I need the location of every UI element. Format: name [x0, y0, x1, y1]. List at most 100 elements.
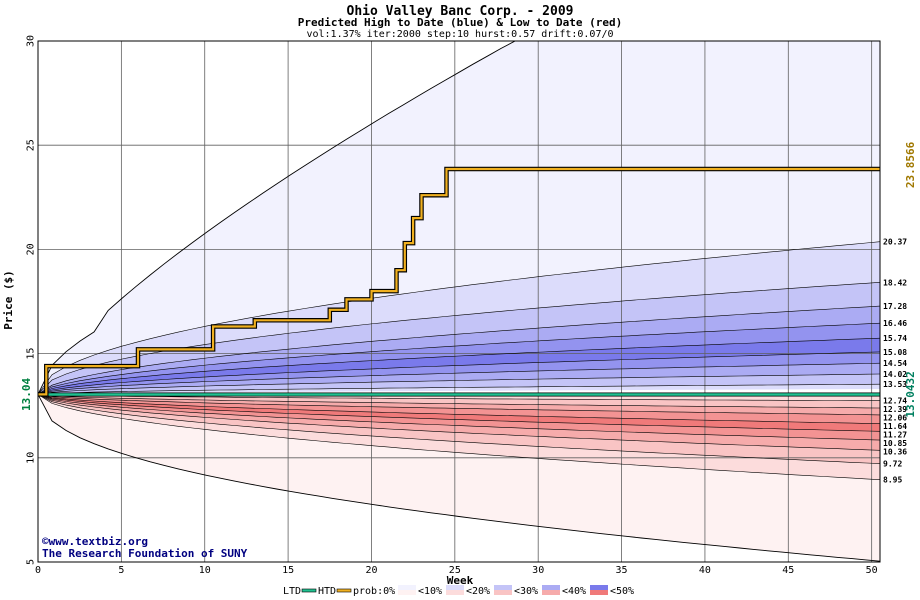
low-band-line-1	[37, 394, 881, 409]
start-price-label: 13.04	[20, 378, 33, 411]
y-tick-5: 5	[26, 559, 37, 565]
legend-item-2: <30%	[514, 586, 538, 597]
y-axis-label: Price ($)	[2, 270, 15, 330]
series-marks	[37, 40, 881, 562]
organization-credit: The Research Foundation of SUNY	[42, 547, 248, 560]
y-tick-20: 20	[26, 243, 37, 255]
end-label-16.46: 16.46	[883, 319, 907, 328]
end-label-12.74: 12.74	[883, 397, 907, 406]
end-label-10.36: 10.36	[883, 448, 907, 457]
copyright-icon: ©	[42, 535, 49, 548]
high-band-0	[38, 41, 880, 395]
low-band-line-0	[37, 394, 881, 401]
low-band-2	[38, 394, 880, 415]
end-label-17.28: 17.28	[883, 302, 907, 311]
y-tick-labels: 5 10 15 20 25 30	[26, 35, 37, 565]
x-tick-labels: 0 5 10 15 20 25 30 35 40 45 50	[35, 565, 878, 576]
band-end-labels: 20.37 18.42 17.28 16.46 15.74 15.08 14.54 14.02…	[883, 238, 907, 485]
high-band-line-6	[37, 351, 881, 395]
low-band-line-9	[37, 394, 881, 562]
legend-swatch-bottom-3	[542, 590, 560, 595]
y-tick-15: 15	[26, 348, 37, 360]
low-band-7	[38, 394, 880, 464]
high-band-7	[38, 363, 880, 395]
high-band-4	[38, 323, 880, 395]
low-band-line-5	[37, 394, 881, 441]
high-band-line-3	[37, 305, 881, 395]
end-label-20.37: 20.37	[883, 238, 907, 247]
end-label-14.02: 14.02	[883, 370, 907, 379]
end-label-12.39: 12.39	[883, 405, 907, 414]
end-label-13.53: 13.53	[883, 380, 907, 389]
legend-swatch-top-4	[590, 585, 608, 590]
x-tick-5: 5	[118, 565, 124, 576]
end-label-15.74: 15.74	[883, 334, 907, 343]
simulation-params: vol:1.37% iter:2000 step:10 hurst:0.57 d…	[306, 29, 613, 40]
end-label-12.06: 12.06	[883, 414, 907, 423]
plot-frame	[37, 40, 881, 563]
low-band-5	[38, 394, 880, 441]
end-label-10.85: 10.85	[883, 439, 907, 448]
high-band-2	[38, 282, 880, 395]
x-axis-label: Week	[447, 574, 474, 587]
x-tick-0: 0	[35, 565, 41, 576]
high-band-line-4	[37, 322, 881, 395]
x-tick-35: 35	[616, 565, 628, 576]
high-band-line-8	[37, 373, 881, 395]
chart-title: Ohio Valley Banc Corp. - 2009	[347, 4, 574, 19]
high-band-8	[38, 374, 880, 395]
y-tick-25: 25	[26, 139, 37, 151]
x-tick-40: 40	[699, 565, 711, 576]
end-label-15.08: 15.08	[883, 348, 907, 357]
ltd-value-label: 13.0432	[904, 371, 917, 417]
low-band-4	[38, 394, 880, 432]
plot-area	[38, 41, 880, 562]
y-tick-10: 10	[26, 452, 37, 464]
low-band-line-3	[37, 394, 881, 424]
high-band-5	[38, 338, 880, 395]
high-band-line-9	[37, 383, 881, 395]
legend-htd-swatch	[336, 588, 352, 593]
x-tick-20: 20	[365, 565, 377, 576]
high-band-line-5	[37, 337, 881, 395]
x-tick-10: 10	[199, 565, 211, 576]
copyright-line: ©www.textbiz.org	[42, 535, 148, 548]
end-label-8.95: 8.95	[883, 476, 902, 485]
end-label-11.64: 11.64	[883, 422, 907, 431]
legend-swatch-bottom-1	[446, 590, 464, 595]
legend-swatch-top-2	[494, 585, 512, 590]
legend-ltd-label: LTD	[283, 586, 301, 597]
low-band-6	[38, 394, 880, 451]
low-band-line-7	[37, 394, 881, 464]
legend-item-4: <50%	[610, 586, 634, 597]
x-tick-30: 30	[532, 565, 544, 576]
high-band-1	[38, 241, 880, 395]
legend-item-1: <20%	[466, 586, 490, 597]
y-tick-30: 30	[26, 35, 37, 47]
legend-swatch-bottom-2	[494, 590, 512, 595]
end-label-11.27: 11.27	[883, 431, 907, 440]
high-band-line-1	[37, 241, 881, 395]
legend-swatch-bottom-4	[590, 590, 608, 595]
legend-item-3: <40%	[562, 586, 586, 597]
low-band-9	[38, 394, 880, 562]
legend-swatch-bottom-0	[398, 590, 416, 595]
low-band-line-8	[37, 394, 881, 480]
legend-prob-label: prob:0%	[353, 586, 395, 597]
x-tick-45: 45	[782, 565, 794, 576]
legend-swatch-top-1	[446, 585, 464, 590]
legend-swatch-top-0	[398, 585, 416, 590]
legend-ltd-swatch	[301, 588, 317, 593]
x-tick-50: 50	[866, 565, 878, 576]
low-band-1	[38, 394, 880, 408]
low-band-8	[38, 394, 880, 480]
high-band-line-7	[37, 362, 881, 395]
site-link[interactable]: www.textbiz.org	[49, 535, 148, 548]
high-band-9	[38, 384, 880, 395]
legend-htd-label: HTD	[318, 586, 336, 597]
x-tick-15: 15	[282, 565, 294, 576]
legend: LTD HTD prob:0% <10% <20% <30% <40% <50%	[283, 585, 634, 597]
low-band-3	[38, 394, 880, 424]
end-label-9.72: 9.72	[883, 460, 902, 469]
htd-value-label: 23.8566	[904, 141, 917, 188]
